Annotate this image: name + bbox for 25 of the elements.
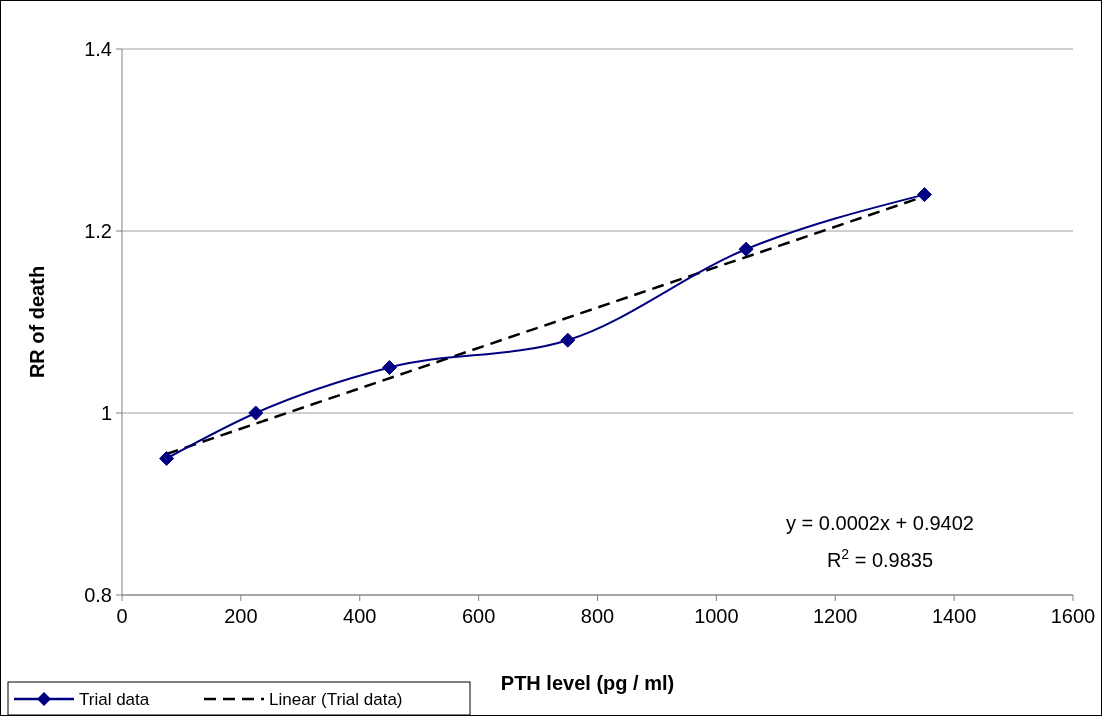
y-tick-label: 1 [100,402,112,424]
point [916,187,932,203]
annotation: y = 0.0002x + 0.9402 [786,512,974,534]
x-tick-label: 800 [580,605,615,627]
x-tick-label: 1000 [694,605,739,627]
y-axis-title: RR of death [26,265,48,379]
point [159,451,175,466]
y-tick-label: 0.8 [84,584,112,606]
x-tick-label: 400 [343,605,377,627]
y-tick-label: 1.4 [84,38,112,60]
point [248,405,264,421]
x-tick-label: 1400 [931,605,977,627]
legend-label: Linear (Trial data) [269,689,403,709]
point [738,241,754,257]
x-tick-label: 0 [116,605,128,627]
annotation: R$^{2}$ = 0.9835 [826,546,934,571]
point [381,360,397,375]
y-tick-label: 1.2 [84,220,112,242]
point [560,332,576,348]
legend-label: Trial data [79,689,150,709]
x-tick-label: 1200 [813,605,858,627]
x-axis-title: PTH level (pg / ml) [500,672,675,694]
x-tick-label: 1600 [1050,605,1096,627]
x-tick-label: 600 [461,605,496,627]
x-tick-label: 200 [224,605,258,627]
